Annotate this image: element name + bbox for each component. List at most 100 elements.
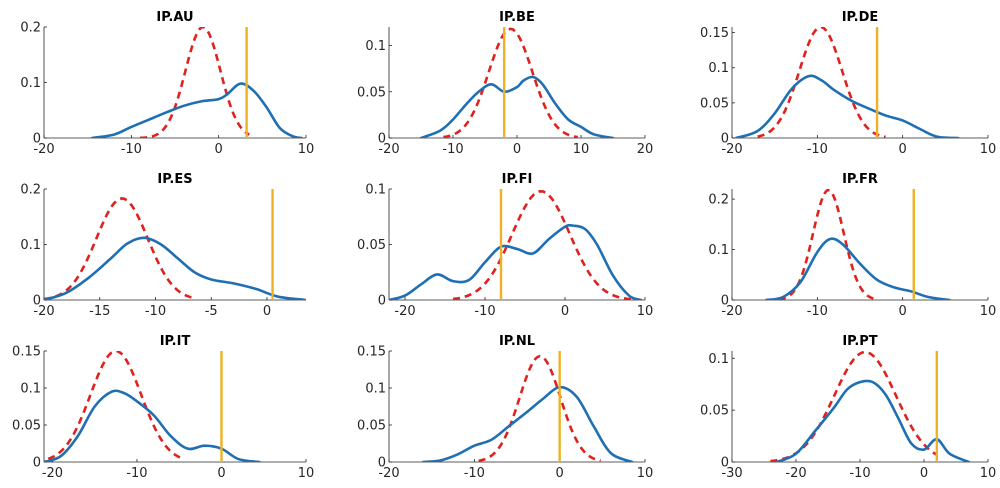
x-tick-label: 10 <box>980 466 997 481</box>
x-tick-label: 10 <box>298 466 315 481</box>
subplot-title: IP.ES <box>157 172 192 187</box>
x-tick-label: 0 <box>513 142 521 157</box>
y-tick-label: 0.05 <box>357 419 386 434</box>
x-tick-label: -10 <box>807 304 828 319</box>
y-tick-label: 0 <box>378 456 386 471</box>
normal-density-curve <box>757 27 886 138</box>
x-tick-label: -20 <box>378 466 399 481</box>
kernel-density-curve <box>421 385 634 462</box>
subplot-title: IP.FR <box>842 172 878 187</box>
x-tick-label: -5 <box>205 304 218 319</box>
y-tick-label: 0.2 <box>20 21 41 36</box>
y-tick-label: 0.15 <box>700 26 729 41</box>
x-tick-label: -20 <box>785 466 806 481</box>
x-tick-label: -20 <box>33 142 54 157</box>
x-tick-label: 20 <box>637 142 654 157</box>
normal-density-curve <box>478 354 601 462</box>
x-tick-label: 0 <box>920 466 928 481</box>
x-tick-label: -10 <box>121 142 142 157</box>
kernel-density-curve <box>775 379 971 462</box>
y-tick-label: 0.2 <box>20 183 41 198</box>
kernel-density-curve <box>764 237 951 300</box>
y-tick-label: 0.1 <box>20 382 41 397</box>
y-tick-label: 0.15 <box>12 345 41 360</box>
y-tick-label: 0.2 <box>708 193 729 208</box>
y-tick-label: 0.1 <box>365 183 386 198</box>
kernel-density-curve <box>44 389 261 462</box>
x-tick-label: 10 <box>980 304 997 319</box>
y-tick-label: 0.1 <box>20 238 41 253</box>
y-tick-label: 0.1 <box>365 382 386 397</box>
y-tick-label: 0.05 <box>357 238 386 253</box>
x-tick-label: 10 <box>637 466 654 481</box>
x-tick-label: -15 <box>89 304 110 319</box>
subplot-title: IP.FI <box>502 172 533 187</box>
x-tick-label: -10 <box>464 466 485 481</box>
x-tick-label: -10 <box>442 142 463 157</box>
normal-density-curve <box>778 189 878 300</box>
x-tick-label: 10 <box>573 142 590 157</box>
y-tick-label: 0.05 <box>12 419 41 434</box>
x-tick-label: -20 <box>42 466 63 481</box>
x-tick-label: 0 <box>899 304 907 319</box>
y-tick-label: 0 <box>721 294 729 309</box>
x-tick-label: -20 <box>378 142 399 157</box>
y-tick-label: 0.05 <box>700 404 729 419</box>
x-tick-label: -20 <box>721 142 742 157</box>
y-tick-label: 0 <box>721 132 729 147</box>
kernel-density-curve <box>419 75 615 138</box>
y-tick-label: 0 <box>33 132 41 147</box>
y-tick-label: 0 <box>378 294 386 309</box>
kernel-density-curve <box>389 223 643 300</box>
x-tick-label: 0 <box>556 466 564 481</box>
x-tick-label: 10 <box>298 142 315 157</box>
subplot-ip-be: IP.BE -20 -10 0 10 20 0 0.05 0.1 <box>357 10 653 157</box>
x-tick-label: 0 <box>263 304 271 319</box>
x-tick-label: -30 <box>721 466 742 481</box>
subplot-ip-pt: IP.PT -30 -20 -10 0 10 0 0.05 0.1 <box>700 334 996 481</box>
x-tick-label: -10 <box>849 466 870 481</box>
subplot-ip-nl: IP.NL -20 -10 0 10 0 0.05 0.1 0.15 <box>357 334 653 481</box>
kernel-density-curve <box>90 82 303 138</box>
subplot-title: IP.BE <box>499 10 535 25</box>
subplot-ip-de: IP.DE -20 -10 0 10 0 0.05 0.1 0.15 <box>700 10 996 157</box>
y-tick-label: 0.05 <box>357 85 386 100</box>
y-tick-label: 0.1 <box>708 352 729 367</box>
x-tick-label: 10 <box>637 304 654 319</box>
x-tick-label: -10 <box>474 304 495 319</box>
x-tick-label: -20 <box>33 304 54 319</box>
x-tick-label: 0 <box>561 304 569 319</box>
y-tick-label: 0 <box>378 132 386 147</box>
x-tick-label: 10 <box>980 142 997 157</box>
x-tick-label: -10 <box>126 466 147 481</box>
y-tick-label: 0.05 <box>700 96 729 111</box>
normal-density-curve <box>443 27 578 138</box>
normal-density-curve <box>47 351 184 461</box>
y-tick-label: 0 <box>721 456 729 471</box>
y-tick-label: 0.1 <box>708 243 729 258</box>
subplot-title: IP.NL <box>499 334 535 349</box>
normal-density-curve <box>44 197 195 300</box>
x-tick-label: 0 <box>899 142 907 157</box>
subplot-title: IP.AU <box>156 10 193 25</box>
y-tick-label: 0 <box>33 456 41 471</box>
subplot-ip-au: IP.AU -20 -10 0 10 0 0.1 0.2 <box>20 10 314 157</box>
kernel-density-curve <box>734 74 960 138</box>
subplot-title: IP.DE <box>842 10 879 25</box>
x-tick-label: -20 <box>721 304 742 319</box>
subplot-ip-it: IP.IT -20 -10 0 10 0 0.05 0.1 0.15 <box>12 334 314 481</box>
normal-density-curve <box>452 189 634 300</box>
subplot-ip-fr: IP.FR -20 -10 0 10 0 0.1 0.2 <box>708 172 996 319</box>
subplot-ip-es: IP.ES -20 -15 -10 -5 0 0 0.1 0.2 <box>20 172 306 319</box>
kernel-density-curve <box>44 236 306 300</box>
x-tick-label: -10 <box>145 304 166 319</box>
subplot-title: IP.PT <box>842 334 877 349</box>
x-tick-label: -20 <box>394 304 415 319</box>
subplot-ip-fi: IP.FI -20 -10 0 10 0 0.05 0.1 <box>357 172 653 319</box>
subplot-title: IP.IT <box>160 334 191 349</box>
normal-density-curve <box>140 27 250 138</box>
y-tick-label: 0.1 <box>20 76 41 91</box>
x-tick-label: -10 <box>807 142 828 157</box>
x-tick-label: 0 <box>217 466 225 481</box>
y-tick-label: 0.1 <box>365 39 386 54</box>
